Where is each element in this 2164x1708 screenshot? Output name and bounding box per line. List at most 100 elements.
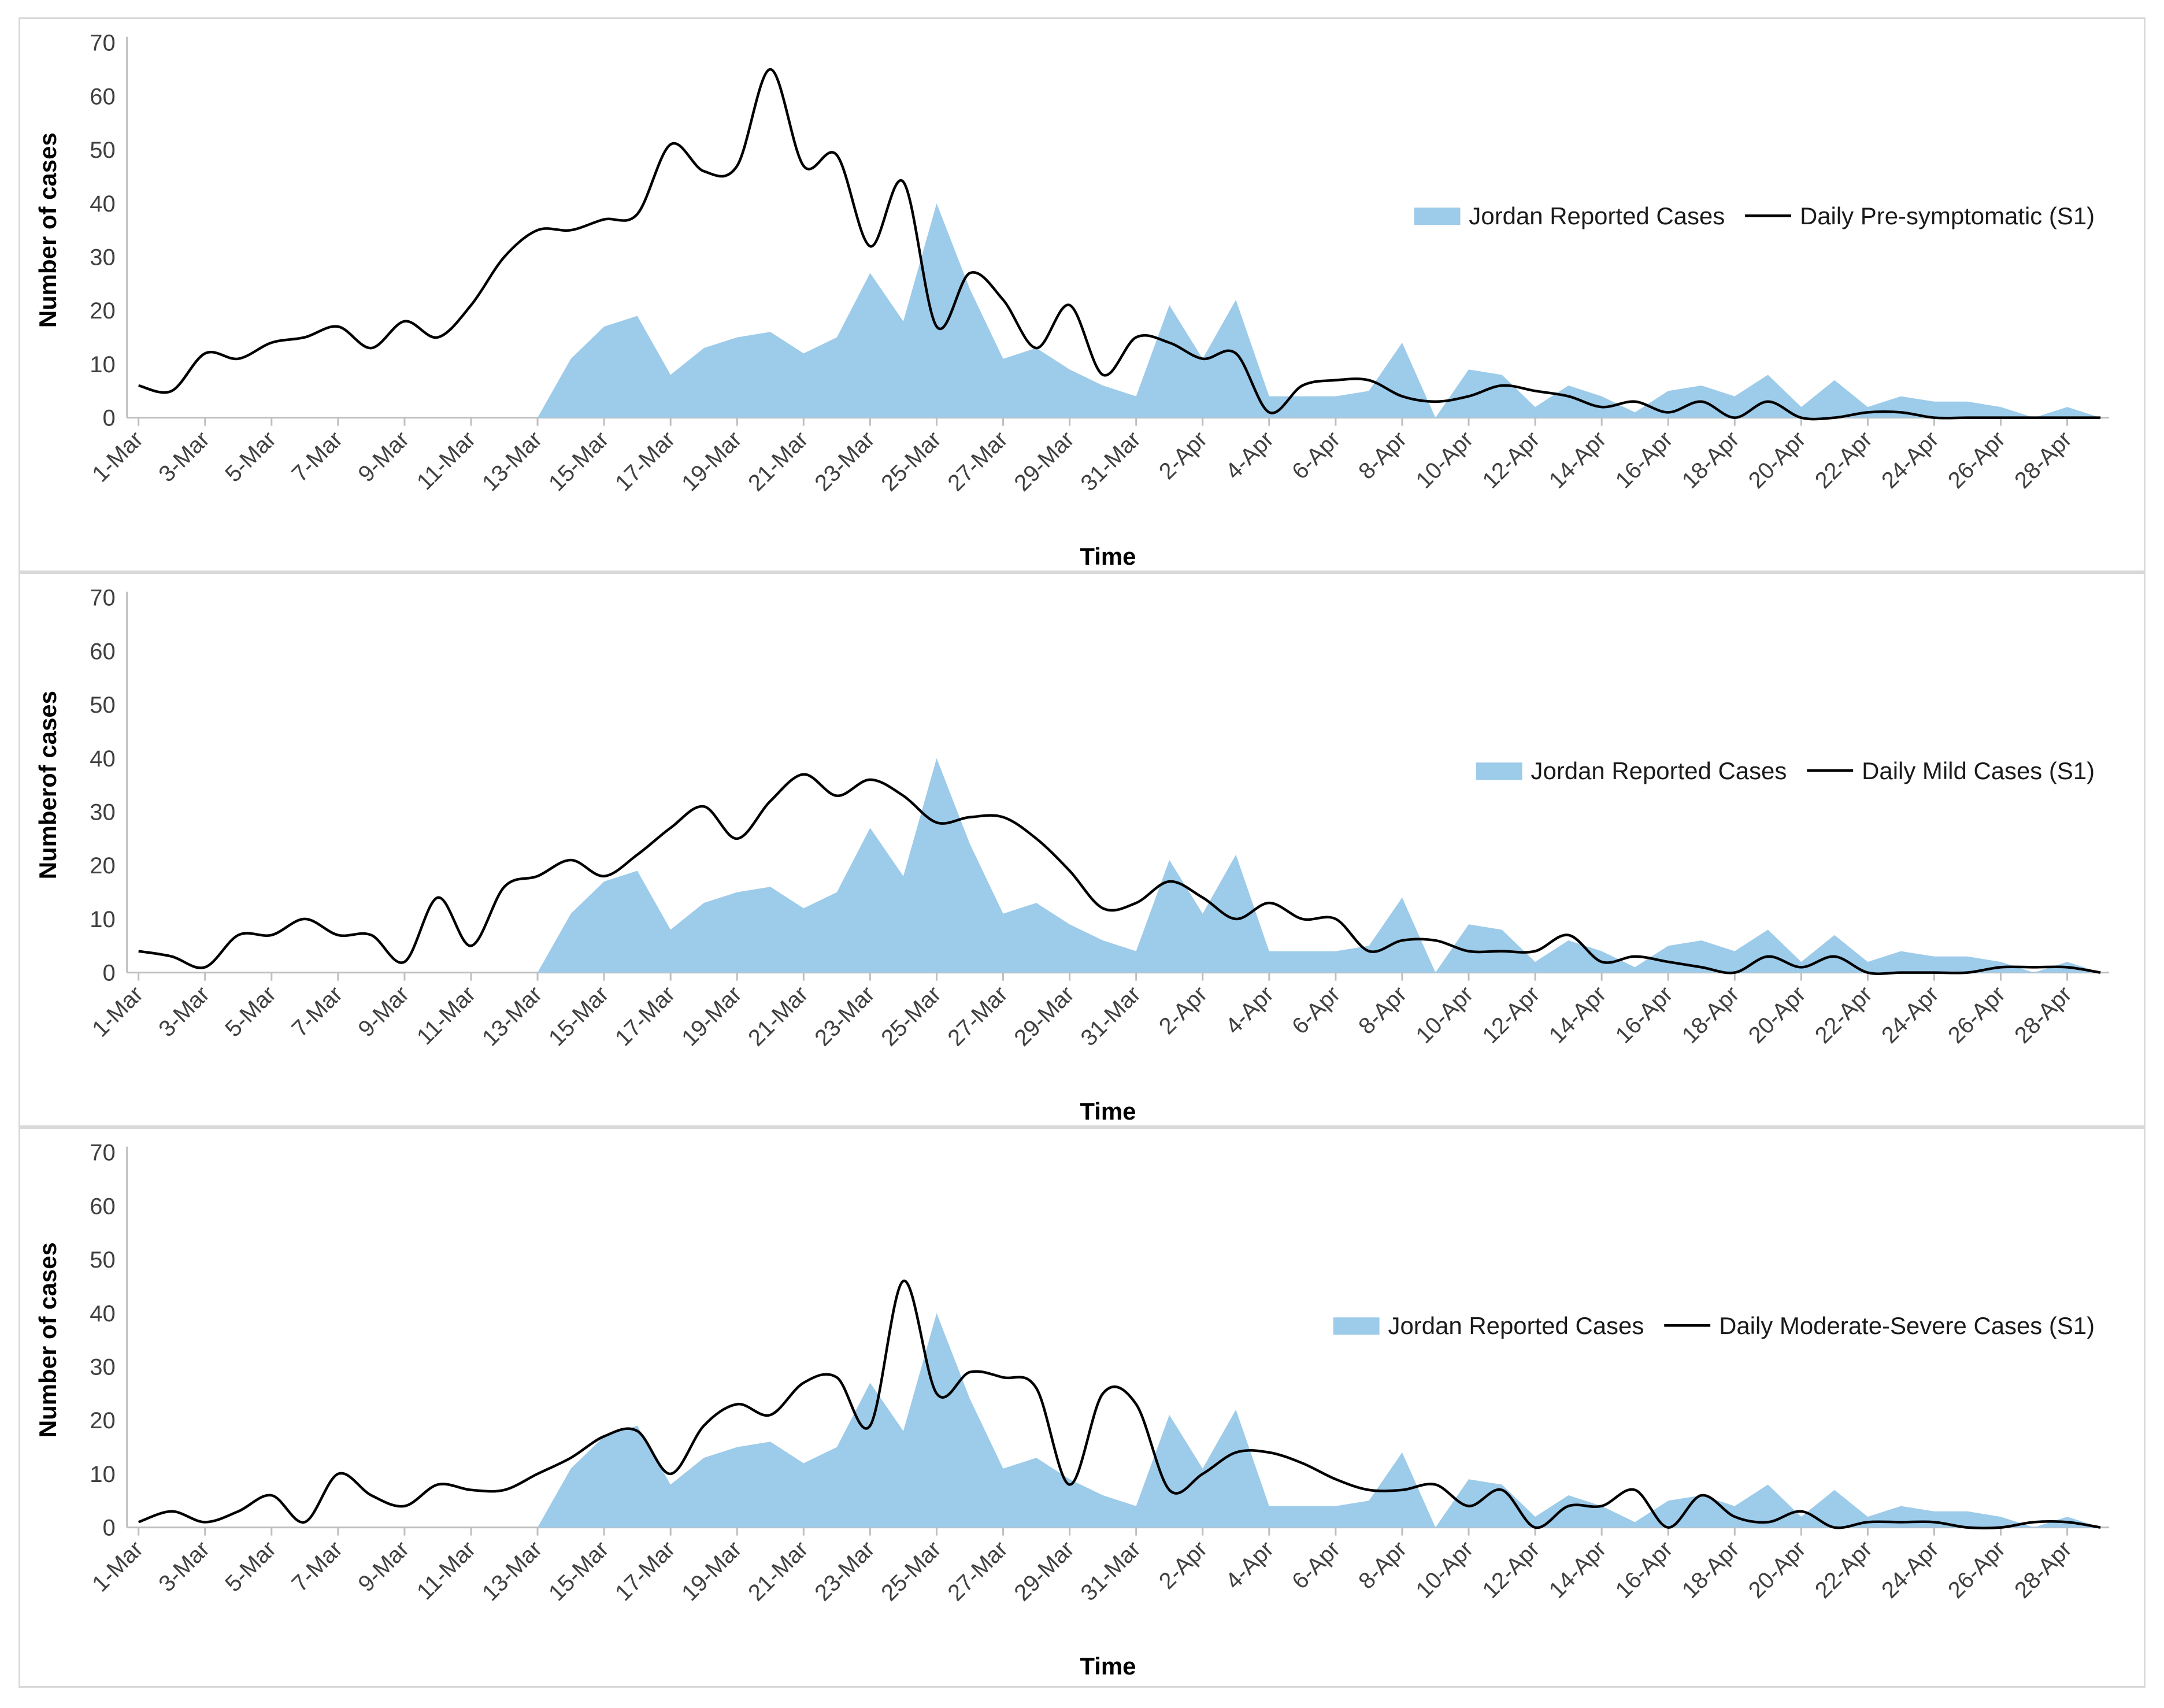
x-tick-label: 7-Mar bbox=[287, 1536, 347, 1597]
x-tick-label: 14-Apr bbox=[1544, 981, 1611, 1048]
x-tick-label: 21-Mar bbox=[743, 427, 813, 497]
x-tick-label: 11-Mar bbox=[412, 427, 480, 495]
x-tick-label: 25-Mar bbox=[876, 427, 946, 497]
y-tick-label: 20 bbox=[90, 1408, 115, 1433]
x-tick-label: 25-Mar bbox=[876, 1536, 946, 1606]
y-tick-label: 40 bbox=[90, 1301, 115, 1327]
x-tick-label: 23-Mar bbox=[810, 981, 880, 1051]
reported-cases-area bbox=[138, 203, 2101, 418]
x-tick-label: 23-Mar bbox=[810, 427, 880, 497]
y-tick-label: 60 bbox=[90, 639, 115, 664]
legend-area-label: Jordan Reported Cases bbox=[1531, 757, 1787, 784]
x-tick-label: 10-Apr bbox=[1411, 981, 1478, 1048]
y-tick-label: 0 bbox=[103, 406, 116, 431]
x-tick-label: 5-Mar bbox=[220, 1536, 281, 1597]
x-tick-label: 27-Mar bbox=[943, 427, 1013, 497]
x-tick-label: 19-Mar bbox=[677, 1536, 747, 1606]
x-tick-label: 16-Apr bbox=[1611, 1536, 1678, 1603]
chart-svg: 0 10 20 30 40 50 60 70 1-Mar 3-Mar 5-Mar 7-Mar 9-Mar… bbox=[34, 586, 2110, 1125]
x-tick-label: 27-Mar bbox=[943, 1536, 1013, 1606]
x-tick-label: 12-Apr bbox=[1478, 1536, 1545, 1603]
x-tick-label: 26-Apr bbox=[1943, 1536, 2010, 1603]
x-tick-label: 28-Apr bbox=[2010, 981, 2077, 1048]
x-tick-label: 29-Mar bbox=[1009, 1536, 1079, 1606]
x-tick-label: 20-Apr bbox=[1744, 1536, 1811, 1603]
x-tick-label: 2-Apr bbox=[1154, 427, 1212, 484]
x-tick-label: 26-Apr bbox=[1943, 427, 2010, 494]
x-tick-label: 15-Mar bbox=[544, 981, 614, 1051]
x-tick-label: 8-Apr bbox=[1354, 1536, 1411, 1594]
x-tick-label: 13-Mar bbox=[477, 427, 547, 497]
x-tick-label: 1-Mar bbox=[87, 981, 148, 1042]
reported-cases-area bbox=[138, 1313, 2101, 1528]
legend-area-swatch bbox=[1476, 762, 1522, 780]
x-tick-label: 31-Mar bbox=[1076, 427, 1146, 497]
x-tick-label: 18-Apr bbox=[1677, 981, 1744, 1048]
legend-line-label: Daily Pre-symptomatic (S1) bbox=[1800, 202, 2095, 229]
x-tick-label: 10-Apr bbox=[1411, 427, 1478, 494]
y-tick-label: 70 bbox=[90, 31, 115, 56]
y-tick-label: 0 bbox=[103, 961, 116, 986]
y-tick-label: 10 bbox=[90, 907, 115, 932]
x-tick-label: 23-Mar bbox=[810, 1536, 880, 1606]
x-tick-label: 17-Mar bbox=[610, 981, 680, 1051]
x-tick-label: 18-Apr bbox=[1677, 1536, 1744, 1603]
y-tick-label: 60 bbox=[90, 84, 115, 109]
x-tick-label: 22-Apr bbox=[1810, 981, 1877, 1048]
y-tick-label: 20 bbox=[90, 298, 115, 324]
chart-panel-moderate-severe: 0 10 20 30 40 50 60 70 1-Mar 3-Mar 5-Mar 7-Mar 9-Mar… bbox=[18, 1127, 2146, 1688]
x-tick-label: 15-Mar bbox=[544, 427, 614, 497]
y-tick-label: 20 bbox=[90, 853, 115, 879]
x-tick-label: 22-Apr bbox=[1810, 1536, 1877, 1603]
x-tick-label: 7-Mar bbox=[287, 981, 347, 1042]
x-tick-label: 31-Mar bbox=[1076, 1536, 1146, 1606]
model-line-series bbox=[138, 68, 2101, 421]
y-axis-title: Number of cases bbox=[34, 132, 61, 328]
x-tick-label: 16-Apr bbox=[1611, 981, 1678, 1048]
y-tick-label: 10 bbox=[90, 352, 115, 377]
x-tick-label: 9-Mar bbox=[353, 427, 414, 487]
y-tick-label: 50 bbox=[90, 692, 115, 718]
x-tick-label: 21-Mar bbox=[743, 1536, 813, 1606]
x-tick-label: 20-Apr bbox=[1744, 427, 1811, 494]
x-tick-label: 26-Apr bbox=[1943, 981, 2010, 1048]
legend-area-label: Jordan Reported Cases bbox=[1388, 1312, 1644, 1339]
x-tick-label: 5-Mar bbox=[220, 427, 281, 487]
x-tick-label: 31-Mar bbox=[1076, 981, 1146, 1051]
x-tick-label: 28-Apr bbox=[2010, 427, 2077, 494]
x-tick-label: 4-Apr bbox=[1221, 427, 1279, 484]
x-tick-label: 28-Apr bbox=[2010, 1536, 2077, 1603]
x-axis-title: Time bbox=[1080, 1653, 1136, 1680]
y-tick-label: 70 bbox=[90, 586, 115, 611]
x-tick-label: 7-Mar bbox=[287, 427, 347, 487]
x-tick-label: 14-Apr bbox=[1544, 1536, 1611, 1603]
x-tick-label: 14-Apr bbox=[1544, 427, 1611, 494]
chart-panel-pre-symptomatic: 0 10 20 30 40 50 60 70 1-Mar 3-Mar 5-Mar 7-Mar 9-Mar… bbox=[18, 17, 2146, 572]
x-tick-label: 5-Mar bbox=[220, 981, 281, 1042]
x-tick-label: 4-Apr bbox=[1221, 1536, 1279, 1594]
y-tick-label: 40 bbox=[90, 746, 115, 772]
y-tick-label: 30 bbox=[90, 1355, 115, 1380]
x-tick-label: 12-Apr bbox=[1478, 981, 1545, 1048]
x-axis-title: Time bbox=[1080, 543, 1136, 570]
y-axis-title: Numberof cases bbox=[34, 691, 61, 879]
x-tick-label: 6-Apr bbox=[1287, 427, 1345, 484]
x-tick-label: 29-Mar bbox=[1009, 427, 1079, 497]
y-axis-title: Number of cases bbox=[34, 1242, 61, 1437]
x-tick-label: 15-Mar bbox=[544, 1536, 614, 1606]
x-tick-label: 3-Mar bbox=[154, 1536, 214, 1597]
x-tick-label: 19-Mar bbox=[677, 981, 747, 1051]
model-line-series bbox=[138, 773, 2101, 975]
x-tick-label: 21-Mar bbox=[743, 981, 813, 1051]
y-tick-label: 0 bbox=[103, 1516, 116, 1541]
legend-area-swatch bbox=[1333, 1317, 1380, 1335]
x-tick-label: 11-Mar bbox=[412, 1536, 480, 1605]
y-tick-label: 30 bbox=[90, 245, 115, 271]
legend-line-label: Daily Mild Cases (S1) bbox=[1862, 757, 2095, 784]
x-tick-label: 12-Apr bbox=[1478, 427, 1545, 494]
x-tick-label: 24-Apr bbox=[1877, 981, 1944, 1048]
x-tick-label: 18-Apr bbox=[1677, 427, 1744, 494]
y-tick-label: 50 bbox=[90, 1247, 115, 1273]
legend-area-label: Jordan Reported Cases bbox=[1469, 202, 1725, 229]
x-tick-label: 6-Apr bbox=[1287, 1536, 1345, 1594]
